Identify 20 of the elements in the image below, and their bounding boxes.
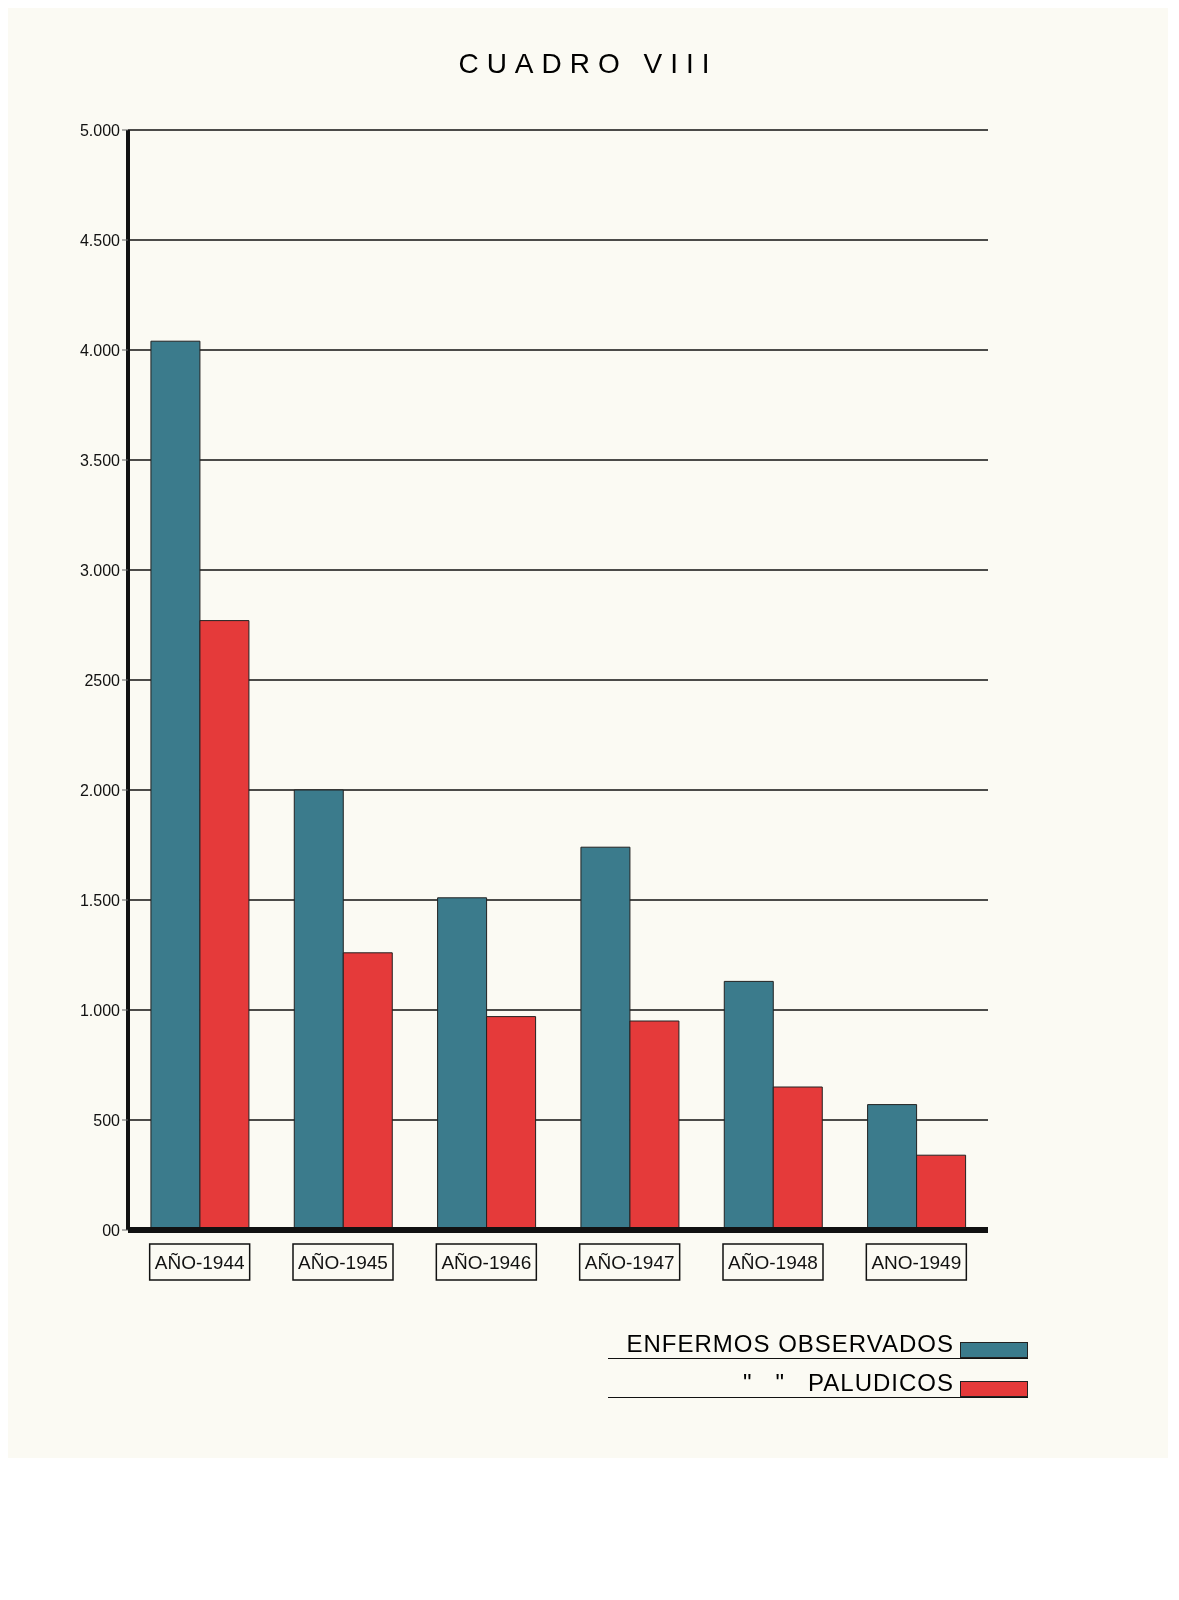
legend-label: " " PALUDICOS [743,1369,954,1397]
x-tick-label: AÑO-1946 [441,1252,532,1273]
y-tick-label: 4.000 [79,341,121,359]
y-tick-label: 2.000 [79,781,121,799]
x-tick-label: ANO-1949 [871,1252,962,1273]
y-tick-label: 500 [93,1111,121,1129]
y-tick-label: 4.500 [79,231,121,249]
x-tick-label: AÑO-1948 [728,1252,818,1273]
y-tick-label: 00 [102,1221,121,1239]
y-tick-label: 3.000 [79,561,121,579]
y-tick-label: 5.000 [79,121,121,139]
y-tick-label: 3.500 [79,451,121,469]
x-tick-label: AÑO-1944 [154,1252,245,1273]
y-tick-label: 1.500 [79,891,121,909]
x-tick-label: AÑO-1947 [584,1252,675,1273]
legend-label: ENFERMOS OBSERVADOS [626,1330,954,1358]
y-tick-label: 1.000 [79,1001,121,1019]
x-tick-label: AÑO-1945 [298,1252,388,1273]
y-tick-label: 2500 [84,671,121,689]
chart-title: CUADRO VIII [457,47,719,81]
